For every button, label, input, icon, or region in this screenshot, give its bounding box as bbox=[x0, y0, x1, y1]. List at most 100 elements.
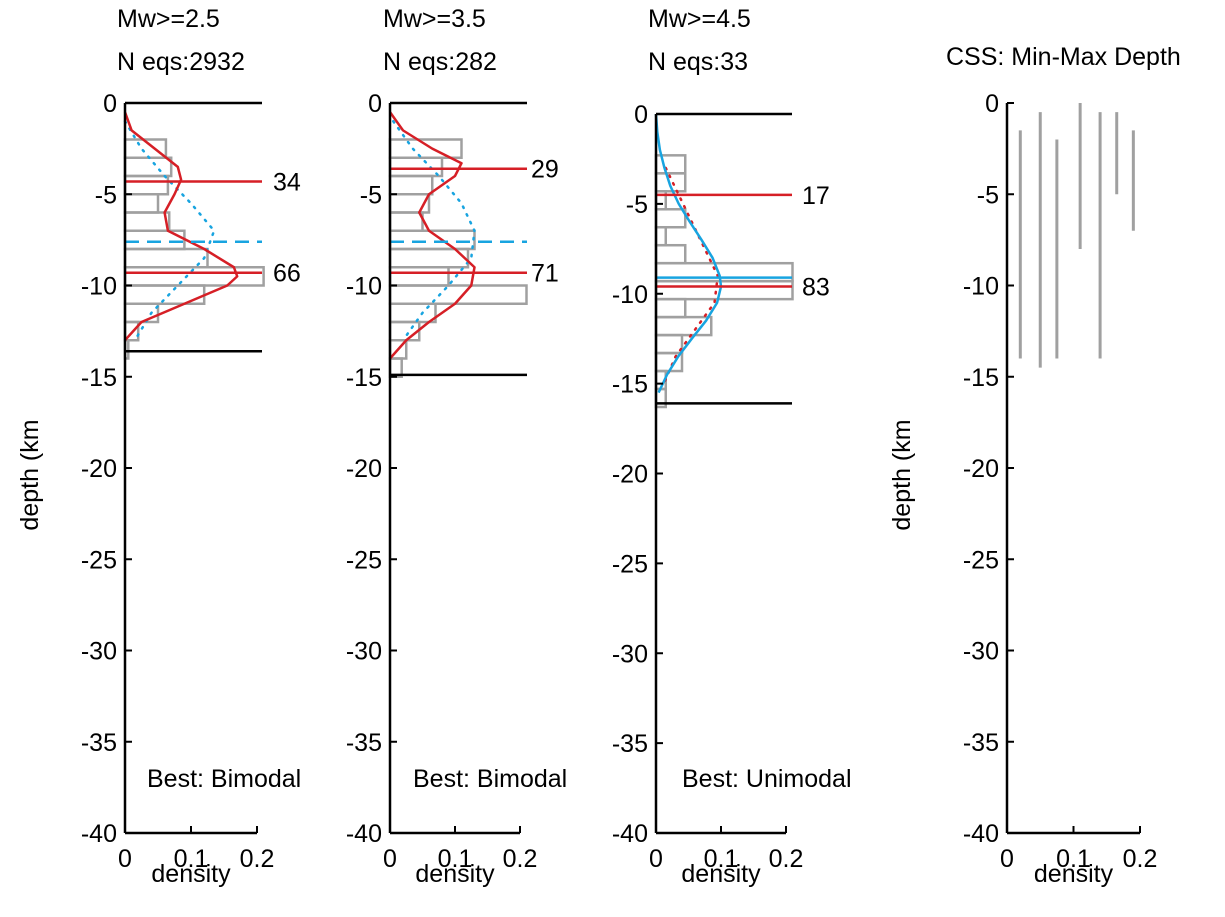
y-tick-label: -35 bbox=[81, 729, 117, 757]
histogram-bin bbox=[388, 266, 450, 287]
x-tick-label: 0.1 bbox=[704, 845, 739, 873]
bimodal-fit-curve bbox=[388, 111, 476, 360]
y-tick-label: -10 bbox=[81, 273, 117, 301]
y-tick-label: -10 bbox=[346, 273, 382, 301]
x-tick-label: 0 bbox=[649, 845, 663, 873]
y-tick-label: -25 bbox=[346, 546, 382, 574]
y-tick-label: 0 bbox=[368, 90, 382, 118]
mode-percent-label: 66 bbox=[273, 260, 301, 288]
y-tick-label: -40 bbox=[612, 820, 648, 848]
x-tick-label: 0.2 bbox=[769, 845, 804, 873]
y-tick-label: -5 bbox=[95, 181, 117, 209]
y-tick-label: -20 bbox=[963, 455, 999, 483]
panel-css-min-max-depth: CSS: Min-Max Depth 0 -5 -10 -15 -20 -25 -30 -35 -… bbox=[888, 43, 1181, 888]
histogram-bin bbox=[123, 174, 170, 196]
x-tick-label: 0 bbox=[383, 845, 397, 873]
y-tick-label: -20 bbox=[612, 461, 648, 489]
y-tick-label: -30 bbox=[963, 638, 999, 666]
mode-percent-label: 17 bbox=[802, 182, 830, 210]
y-tick-label: -40 bbox=[963, 820, 999, 848]
x-tick-label: 0.2 bbox=[240, 845, 275, 873]
y-tick-label: -30 bbox=[81, 638, 117, 666]
bimodal-fit-dotted-curve bbox=[662, 166, 719, 385]
y-tick-label: -40 bbox=[81, 820, 117, 848]
x-axis-title: density bbox=[1034, 860, 1114, 888]
x-tick-label: 0.2 bbox=[1123, 845, 1158, 873]
x-tick-label: 0.1 bbox=[438, 845, 473, 873]
best-model-label: Best: Bimodal bbox=[147, 765, 301, 793]
histogram-bin bbox=[388, 320, 421, 342]
y-tick-label: 0 bbox=[103, 90, 117, 118]
best-model-label: Best: Unimodal bbox=[682, 765, 852, 793]
y-tick-label: -15 bbox=[81, 364, 117, 392]
y-tick-label: -20 bbox=[81, 455, 117, 483]
y-tick-label: -35 bbox=[612, 730, 648, 758]
x-axis-title: density bbox=[415, 860, 495, 888]
histogram-bin bbox=[123, 211, 171, 232]
panel-mw-2-5: Mw>=2.5 N eqs:2932 34 66 0 -5 -10 -15 -20 -25 -30 -… bbox=[16, 5, 301, 888]
panel-mw-3-5: Mw>=3.5 N eqs:282 29 71 0 -5 -10 -15 -20 -25 -30 -3… bbox=[346, 5, 567, 888]
mode-percent-label: 34 bbox=[273, 168, 301, 196]
histogram-bin bbox=[123, 302, 160, 324]
panel-title: CSS: Min-Max Depth bbox=[946, 43, 1181, 71]
best-model-label: Best: Bimodal bbox=[413, 765, 567, 793]
unimodal-fit-dotted-curve bbox=[392, 120, 476, 342]
y-tick-label: -15 bbox=[346, 364, 382, 392]
y-tick-label: -15 bbox=[612, 371, 648, 399]
y-tick-label: -25 bbox=[612, 550, 648, 578]
x-tick-label: 0 bbox=[1000, 845, 1014, 873]
y-tick-label: -5 bbox=[977, 181, 999, 209]
panel-title-line: Mw>=2.5 bbox=[117, 5, 220, 33]
y-tick-label: 0 bbox=[634, 101, 648, 129]
histogram-bin bbox=[654, 297, 687, 319]
histogram-bin bbox=[123, 156, 173, 178]
y-axis-title: depth (km bbox=[888, 419, 916, 530]
unimodal-fit-dotted-curve bbox=[123, 120, 216, 342]
y-tick-label: -25 bbox=[81, 546, 117, 574]
y-tick-label: -10 bbox=[612, 281, 648, 309]
panel-title-line: N eqs:2932 bbox=[117, 48, 245, 76]
panel-title-line: Mw>=4.5 bbox=[648, 5, 751, 33]
histogram-bin bbox=[654, 243, 687, 265]
y-tick-label: -40 bbox=[346, 820, 382, 848]
x-tick-label: 0.2 bbox=[503, 845, 538, 873]
unimodal-fit-curve bbox=[654, 113, 723, 394]
histogram-bin bbox=[654, 333, 684, 355]
y-tick-label: -15 bbox=[963, 364, 999, 392]
histogram-bin bbox=[388, 156, 444, 178]
y-tick-label: -30 bbox=[612, 640, 648, 668]
x-tick-label: 0.1 bbox=[174, 845, 209, 873]
histogram-bin bbox=[388, 211, 424, 232]
histogram-bin bbox=[654, 154, 687, 175]
mode-percent-label: 29 bbox=[531, 156, 559, 184]
y-tick-label: 0 bbox=[985, 90, 999, 118]
y-axis-title: depth (km bbox=[16, 419, 44, 530]
histogram-bin bbox=[654, 279, 794, 301]
y-tick-label: -5 bbox=[626, 191, 648, 219]
bimodal-fit-curve bbox=[123, 111, 239, 342]
y-tick-label: -5 bbox=[360, 181, 382, 209]
x-tick-label: 0.1 bbox=[1056, 845, 1091, 873]
x-axis-title: density bbox=[681, 860, 761, 888]
y-tick-label: -20 bbox=[346, 455, 382, 483]
y-tick-label: -25 bbox=[963, 546, 999, 574]
histogram-bin bbox=[388, 174, 434, 196]
panel-mw-4-5: Mw>=4.5 N eqs:33 17 83 0 -5 -10 -15 -20 -25 -30 -35… bbox=[612, 5, 852, 888]
panel-title-line: N eqs:33 bbox=[648, 48, 748, 76]
y-tick-label: -10 bbox=[963, 273, 999, 301]
y-tick-label: -35 bbox=[963, 729, 999, 757]
histogram-bin bbox=[654, 208, 687, 229]
mode-percent-label: 71 bbox=[531, 260, 559, 288]
x-tick-label: 0 bbox=[118, 845, 132, 873]
histogram-bin bbox=[123, 266, 265, 287]
mode-percent-label: 83 bbox=[802, 274, 830, 302]
y-tick-label: -35 bbox=[346, 729, 382, 757]
histogram-bin bbox=[123, 193, 160, 214]
x-axis-title: density bbox=[151, 860, 231, 888]
panel-title-line: Mw>=3.5 bbox=[383, 5, 486, 33]
histogram-bin bbox=[654, 225, 667, 247]
histogram-bin bbox=[388, 138, 463, 159]
panel-title-line: N eqs:282 bbox=[383, 48, 497, 76]
histogram-bin bbox=[123, 247, 209, 269]
